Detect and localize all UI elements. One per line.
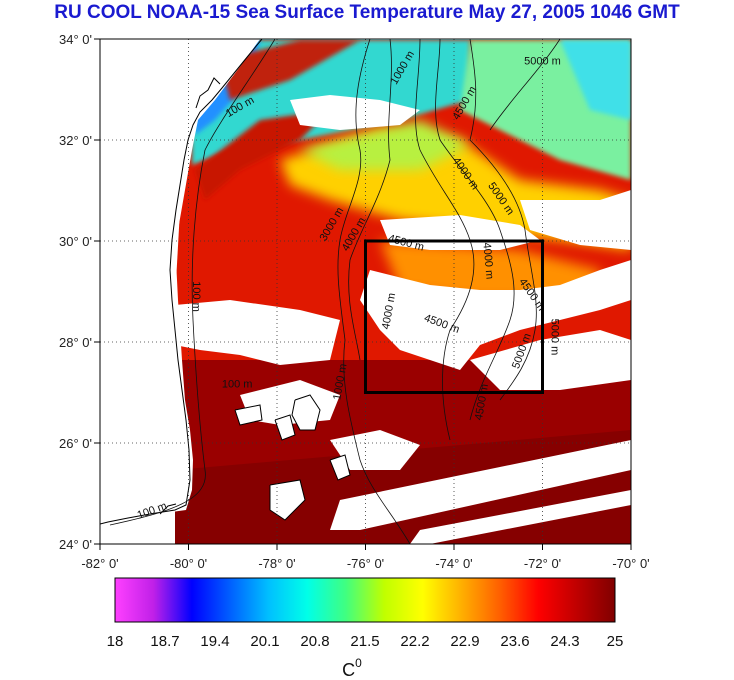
lon-tick-label: -72° 0' [524, 556, 561, 571]
contour-100m [109, 39, 276, 526]
cloud-south-streak [330, 430, 420, 470]
lat-tick-label: 24° 0' [59, 537, 92, 552]
colorbar-tick-label: 22.2 [400, 633, 429, 650]
colorbar-tick-label: 23.6 [500, 633, 529, 650]
colorbar-unit-label: C0 [342, 656, 362, 680]
contour-4500m [435, 39, 515, 421]
colorbar-tick-label: 18.7 [150, 633, 179, 650]
cloud-northeast [520, 190, 631, 250]
lon-tick-label: -70° 0' [612, 556, 649, 571]
study-region-box [364, 239, 544, 394]
land-mask [100, 39, 350, 525]
colorbar-tick-label: 24.3 [550, 633, 579, 650]
lat-tick-label: 28° 0' [59, 335, 92, 350]
land-bahamas-3 [330, 455, 350, 480]
coastline [100, 39, 351, 525]
lon-tick-label: -78° 0' [258, 556, 295, 571]
colorbar-tick-labels: 18 18.7 19.4 20.1 20.8 21.5 22.2 22.9 23.6 24.3 25 [107, 633, 624, 650]
sst-red-streak-2 [220, 40, 360, 100]
lon-tick-label: -80° 0' [170, 556, 207, 571]
lat-tick-label: 30° 0' [59, 234, 92, 249]
cloud-band-central [360, 260, 631, 370]
lat-tick-label: 32° 0' [59, 133, 92, 148]
cloud-north-center [290, 95, 420, 130]
contour-label: 100 m [222, 378, 253, 390]
contour-label: 4000 m [480, 242, 495, 280]
contour-5000m [469, 39, 537, 401]
sst-red-streak-1 [195, 110, 330, 200]
lon-tick-label: -74° 0' [435, 556, 472, 571]
sst-green-patch [300, 120, 470, 170]
land-bahamas-1 [292, 395, 320, 430]
map-title: RU COOL NOAA-15 Sea Surface Temperature … [54, 2, 680, 23]
colorbar-tick-label: 21.5 [350, 633, 379, 650]
bathymetry-contours [109, 39, 561, 544]
colorbar-tick-label: 20.8 [300, 633, 329, 650]
sst-orange-mid [380, 240, 600, 300]
lon-tick-label: -82° 0' [81, 556, 118, 571]
contour-3000m [348, 39, 392, 361]
contour-label: 100 m [190, 281, 202, 312]
colorbar: 18 18.7 19.4 20.1 20.8 21.5 22.2 22.9 23.6 24.3 25… [107, 577, 624, 680]
cloud-mask [175, 40, 631, 544]
cloud-band-east [470, 330, 631, 390]
contour-1000m [337, 39, 411, 544]
contour-label: 5000 m [548, 319, 560, 356]
land-bahamas-4 [270, 480, 305, 520]
cloud-swath-lines-2 [410, 490, 631, 544]
land-us-coast [100, 39, 260, 525]
colorbar-tick-label: 20.1 [250, 633, 279, 650]
contour-5000m-b [489, 39, 561, 131]
lat-tick-label: 34° 0' [59, 32, 92, 47]
lat-tick-label: 26° 0' [59, 436, 92, 451]
sst-northeast-cyan [560, 40, 631, 120]
lon-tick-label: -76° 0' [347, 556, 384, 571]
colorbar-tick-label: 18 [107, 633, 124, 650]
colorbar-tick-label: 22.9 [450, 633, 479, 650]
colorbar-tick-label: 25 [607, 633, 624, 650]
cloud-swath-lines [330, 440, 631, 530]
map-axes: -82° 0' -80° 0' -78° 0' -76° 0' -74° 0' -72° … [59, 32, 650, 571]
colorbar-tick-label: 19.4 [200, 633, 229, 650]
land-bahamas-5 [235, 405, 262, 425]
cloud-band-west [175, 300, 340, 365]
contour-label: 5000 m [524, 55, 561, 67]
colorbar-bar [114, 577, 616, 623]
